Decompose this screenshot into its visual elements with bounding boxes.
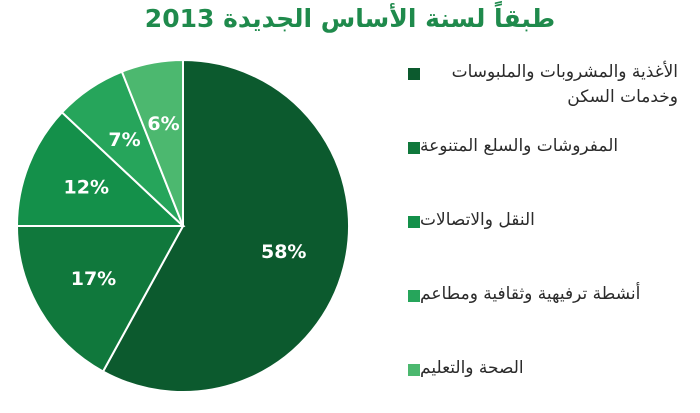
pie-slices [15, 58, 350, 393]
legend-swatch [408, 216, 420, 228]
pie-slice-3 [15, 110, 186, 227]
legend-item: الصحة والتعليم [400, 356, 690, 381]
legend-item: المفروشات والسلع المتنوعة [400, 134, 690, 159]
legend-label: الصحة والتعليم [420, 358, 524, 378]
legend-label: الأغذية والمشروبات والملبوسات وخدمات الس… [451, 62, 678, 107]
legend-swatch [408, 68, 420, 80]
legend-swatch [408, 142, 420, 154]
legend-label: أنشطة ترفيهية وثقافية ومطاعم [420, 284, 641, 304]
legend-item: أنشطة ترفيهية وثقافية ومطاعم [400, 282, 690, 307]
pie-slice-1 [101, 58, 350, 393]
legend-item: النقل والاتصالات [400, 208, 690, 233]
slice-value-label: 6% [147, 113, 179, 135]
chart-title: طبقاً لسنة الأساس الجديدة 2013 [144, 4, 556, 33]
legend-swatch [408, 290, 420, 302]
slice-value-label: 7% [108, 129, 140, 151]
pie-slice-2 [15, 225, 185, 373]
slice-value-label: 17% [71, 268, 116, 290]
slice-value-label: 58% [261, 241, 306, 263]
legend-item: الأغذية والمشروبات والملبوسات وخدمات الس… [400, 60, 690, 110]
pie-slice-labels: 58% 17% 12% 7% 6% [64, 113, 307, 290]
legend-swatch [408, 364, 420, 376]
legend-label: المفروشات والسلع المتنوعة [420, 136, 619, 156]
pie-slice-5 [120, 58, 184, 227]
slice-value-label: 12% [64, 177, 109, 199]
legend-label: النقل والاتصالات [420, 210, 535, 230]
